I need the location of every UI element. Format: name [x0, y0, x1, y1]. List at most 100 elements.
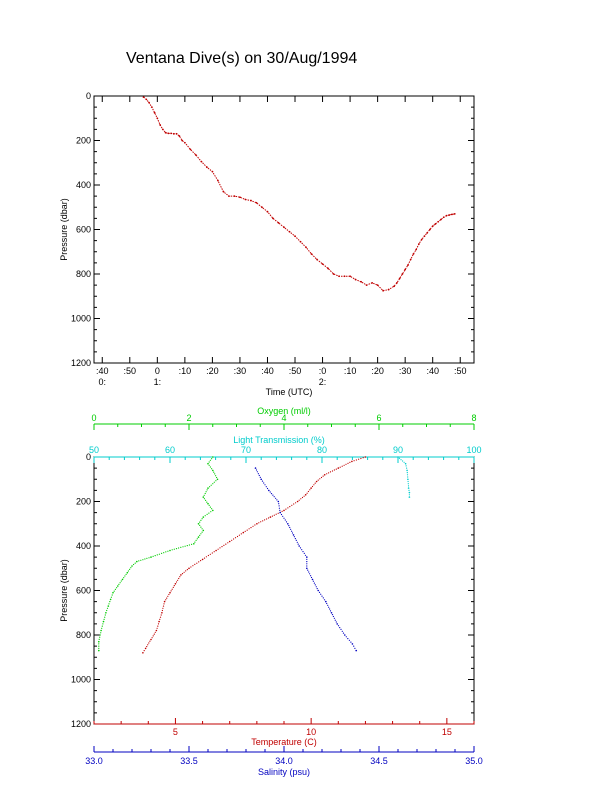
oxygen-trace-dot — [214, 473, 216, 475]
temperature-trace-dot — [355, 459, 357, 461]
x-tick-label: :40 — [261, 366, 274, 376]
salinity-trace-dot — [345, 636, 347, 638]
salinity-trace-dot — [299, 547, 302, 549]
temperature-trace-dot — [300, 498, 302, 500]
oxygen-trace-dot — [104, 616, 106, 618]
pressure-point — [412, 253, 415, 255]
oxygen-trace-dot — [206, 489, 208, 491]
oxygen-point — [150, 556, 152, 558]
temperature-trace-dot — [285, 508, 287, 510]
oxygen-trace-dot — [208, 512, 210, 514]
salinity-trace-dot — [328, 606, 330, 608]
salinity-trace-dot — [293, 536, 295, 538]
temperature-trace-dot — [147, 644, 149, 646]
oxygen-trace-dot — [102, 623, 104, 625]
salinity-trace-dot — [347, 638, 349, 640]
temperature-trace-dot — [266, 518, 268, 520]
oxygen-trace-dot — [98, 643, 100, 645]
oxygen-trace-dot — [144, 558, 146, 560]
oxygen-trace-dot — [215, 475, 217, 477]
salinity-trace-dot — [278, 505, 280, 507]
light-point — [408, 496, 411, 498]
light-trace-dot — [407, 483, 409, 485]
oxygen-trace-dot — [134, 562, 136, 564]
pressure-point — [211, 170, 214, 173]
temperature-trace-dot — [287, 507, 289, 509]
x-tick-label-hour: 1: — [154, 377, 162, 387]
pressure-point — [261, 206, 263, 209]
oxygen-trace-dot — [146, 557, 148, 560]
temperature-trace-dot — [236, 535, 239, 538]
temperature-trace-dot — [223, 544, 225, 547]
temperature-trace-dot — [183, 571, 185, 573]
temperature-trace-dot — [160, 614, 162, 616]
salinity-trace-dot — [278, 507, 280, 509]
salinity-trace-dot — [288, 525, 290, 527]
temperature-trace-dot — [148, 642, 150, 644]
pressure-point — [272, 217, 274, 220]
temperature-trace-dot — [192, 565, 194, 567]
pressure-point — [415, 248, 418, 251]
pressure-point — [398, 277, 401, 280]
oxygen-trace-dot — [148, 557, 150, 559]
oxygen-trace-dot — [196, 538, 198, 540]
oxygen-trace-dot — [211, 458, 213, 460]
pressure-point — [200, 160, 203, 163]
temperature-trace-dot — [331, 470, 334, 472]
salinity-point — [279, 511, 282, 514]
x-tick-label: :50 — [289, 366, 302, 376]
oxygen-trace-dot — [109, 601, 111, 603]
temperature-trace-dot — [157, 625, 159, 627]
salinity-trace-dot — [261, 480, 264, 482]
temperature-trace-dot — [205, 556, 207, 558]
pressure-point — [338, 275, 340, 278]
temperature-point — [144, 647, 147, 650]
temperature-trace-dot — [349, 461, 351, 463]
salinity-trace-dot — [289, 526, 291, 529]
pressure-point — [172, 132, 175, 135]
oxygen-trace-dot — [154, 555, 156, 557]
temperature-trace-dot — [293, 503, 295, 505]
oxygen-trace-dot — [103, 618, 105, 621]
salinity-trace-dot — [266, 487, 269, 490]
temperature-point — [269, 516, 272, 518]
y-axis-label: Pressure (dbar) — [59, 559, 69, 622]
oxygen-point — [216, 478, 219, 481]
temperature-point — [283, 509, 285, 512]
pressure-point — [288, 230, 291, 233]
temperature-trace-dot — [149, 640, 151, 642]
salinity-trace-dot — [323, 599, 326, 601]
oxygen-trace-dot — [125, 573, 127, 576]
salinity-trace-dot — [353, 645, 355, 647]
temperature-trace-dot — [163, 603, 165, 605]
temperature-trace-dot — [347, 462, 349, 464]
temperature-trace-dot — [328, 472, 330, 474]
oxygen-trace-dot — [114, 588, 116, 591]
temperature-trace-dot — [273, 514, 275, 516]
salinity-trace-dot — [263, 482, 265, 484]
oxygen-trace-dot — [188, 544, 190, 546]
salinity-trace-dot — [283, 517, 285, 519]
oxygen-trace-dot — [163, 552, 165, 554]
temperature-point — [155, 629, 158, 632]
pressure-point — [371, 282, 374, 284]
y-tick-label: 0 — [86, 91, 91, 101]
oxygen-trace-dot — [158, 553, 160, 555]
pressure-point — [418, 243, 420, 245]
oxygen-trace-dot — [138, 560, 140, 562]
salinity-trace-dot — [302, 551, 304, 553]
pressure-point — [167, 132, 170, 135]
oxygen-trace-dot — [129, 568, 131, 571]
light-point — [407, 487, 410, 489]
oxygen-point — [212, 456, 214, 458]
salinity-trace-dot — [258, 474, 260, 477]
temperature-point — [150, 638, 152, 641]
salinity-trace-dot — [350, 641, 352, 643]
oxygen-trace-dot — [199, 521, 201, 523]
oxygen-point — [169, 549, 171, 552]
oxygen-trace-dot — [127, 570, 129, 572]
temperature-trace-dot — [179, 576, 181, 578]
oxygen-point — [105, 612, 107, 614]
temperature-trace-dot — [360, 457, 362, 460]
oxygen-trace-dot — [98, 647, 100, 650]
